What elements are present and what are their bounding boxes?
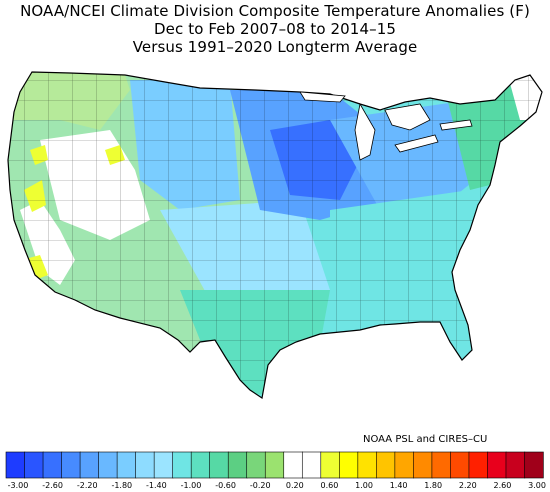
colorbar-cell [246, 451, 266, 479]
colorbar-cell [505, 451, 526, 479]
colorbar-cell [24, 451, 44, 479]
colorbar-tick-label: 2.20 [458, 481, 477, 490]
colorbar-cell [135, 451, 155, 479]
colorbar-cell [42, 451, 63, 479]
colorbar-cell [394, 451, 415, 479]
colorbar-cell [339, 451, 359, 479]
colorbar-tick-label: -2.20 [76, 481, 98, 490]
colorbar-cell [487, 451, 507, 479]
title-line-2: Dec to Feb 2007–08 to 2014–15 [154, 20, 396, 38]
colorbar-cell [153, 451, 174, 479]
us-climate-division-map [7, 71, 543, 400]
colorbar-tick-label: -1.80 [111, 481, 133, 490]
colorbar-tick-label: 3.00 [528, 481, 546, 490]
colorbar-cell [413, 451, 433, 479]
colorbar-tick-label: -1.00 [180, 481, 202, 490]
colorbar-cell [79, 451, 100, 479]
lake-huron [384, 103, 431, 131]
colorbar-cell [116, 451, 137, 479]
title-line-1: NOAA/NCEI Climate Division Composite Tem… [20, 2, 530, 20]
lake-michigan [354, 102, 376, 161]
colorbar-cell [283, 451, 303, 479]
colorbar-tick-label: 2.60 [493, 481, 512, 490]
colorbar-cell [431, 451, 452, 479]
lake-ontario [439, 119, 473, 131]
climate-division-boundaries [8, 72, 542, 398]
colorbar-tick-label: -0.20 [249, 481, 271, 490]
colorbar-tick-label: -0.60 [215, 481, 236, 490]
colorbar-cell [468, 451, 489, 479]
colorbar-tick-label: 1.00 [355, 481, 373, 490]
colorbar-cell [61, 451, 81, 479]
colorbar-cell [209, 451, 229, 479]
colorbar-tick-label: -1.40 [146, 481, 167, 490]
map-title: NOAA/NCEI Climate Division Composite Tem… [0, 2, 550, 56]
colorbar-cell [357, 451, 378, 479]
colorbar-cell [5, 451, 26, 479]
colorbar-tick-label: 1.40 [389, 481, 408, 490]
credit-label: NOAA PSL and CIRES–CU [363, 434, 488, 445]
colorbar-cell [190, 451, 211, 479]
colorbar [5, 451, 544, 479]
colorbar-cell [227, 451, 248, 479]
colorbar-cells [5, 451, 544, 479]
colorbar-cell [320, 451, 341, 479]
colorbar-cell [450, 451, 470, 479]
colorbar-tick-label: -2.60 [42, 481, 63, 490]
title-line-3: Versus 1991–2020 Longterm Average [132, 38, 418, 56]
colorbar-cell [264, 451, 285, 479]
colorbar-tick-label: -3.00 [7, 481, 29, 490]
colorbar-cell [98, 451, 118, 479]
colorbar-cell [524, 451, 544, 479]
colorbar-cell [376, 451, 396, 479]
lake-erie [394, 134, 439, 153]
colorbar-tick-label: 1.80 [424, 481, 443, 490]
colorbar-tick-label: 0.60 [320, 481, 339, 490]
colorbar-cell [301, 451, 322, 479]
anomaly-field [8, 72, 542, 398]
colorbar-cell [172, 451, 192, 479]
lake-superior [299, 91, 346, 103]
colorbar-tick-label: 0.20 [285, 481, 304, 490]
us-outline [7, 71, 543, 400]
